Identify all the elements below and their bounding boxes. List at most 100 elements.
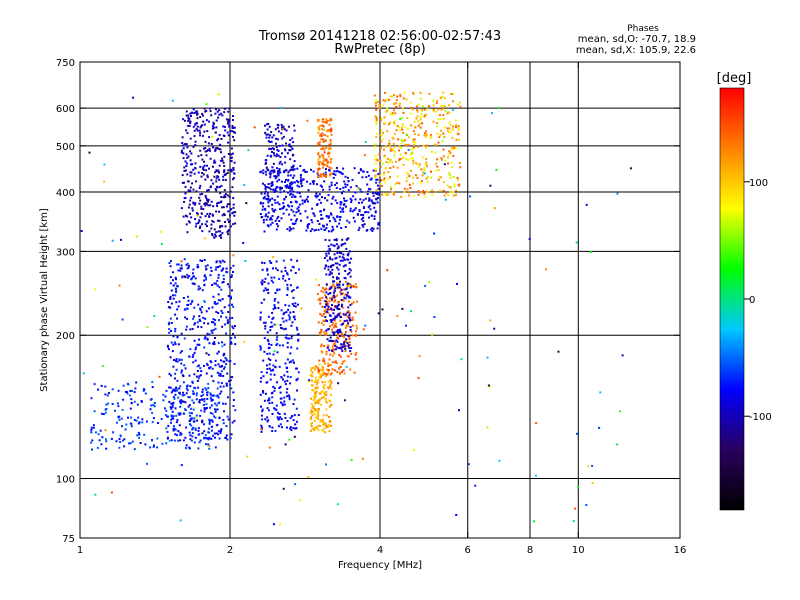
data-point: [339, 355, 342, 358]
data-point: [290, 208, 293, 211]
data-point: [293, 414, 296, 417]
data-point: [384, 167, 387, 170]
data-point: [199, 216, 202, 219]
data-point: [131, 440, 134, 443]
data-point: [291, 147, 294, 150]
data-point: [455, 514, 458, 516]
data-point: [98, 439, 101, 442]
data-point: [205, 267, 208, 270]
data-point: [201, 421, 203, 424]
data-point: [288, 398, 291, 401]
data-point: [273, 199, 276, 202]
data-point: [217, 312, 220, 314]
data-point: [159, 230, 162, 233]
data-point: [185, 392, 188, 395]
data-point: [309, 429, 312, 432]
data-point: [138, 436, 141, 439]
data-point: [328, 420, 331, 423]
data-point: [219, 374, 222, 377]
data-point: [342, 343, 345, 346]
data-point: [420, 108, 423, 111]
data-point: [354, 207, 357, 210]
data-point: [195, 122, 198, 124]
x-tick-label: 16: [674, 545, 687, 556]
data-point: [311, 228, 314, 231]
data-point: [342, 300, 345, 303]
data-point: [227, 110, 230, 113]
data-point: [384, 192, 387, 195]
data-point: [221, 341, 223, 344]
data-point: [286, 420, 289, 422]
data-point: [281, 404, 284, 407]
data-point: [192, 390, 195, 393]
data-point: [188, 420, 191, 423]
data-point: [307, 189, 310, 192]
data-point: [400, 140, 403, 142]
data-point: [276, 153, 278, 156]
data-point: [242, 242, 245, 244]
data-point: [439, 114, 441, 116]
data-point: [346, 282, 349, 285]
data-point: [326, 135, 329, 138]
data-point: [331, 324, 334, 326]
data-point: [288, 149, 291, 152]
data-point: [266, 416, 269, 419]
data-point: [175, 263, 178, 266]
data-point: [170, 414, 173, 417]
data-point: [120, 417, 123, 420]
data-point: [351, 324, 354, 327]
data-point: [328, 146, 331, 149]
data-point: [425, 146, 428, 149]
data-point: [223, 352, 226, 355]
data-point: [330, 381, 333, 384]
data-point: [196, 110, 199, 113]
data-point: [378, 174, 381, 177]
data-point: [393, 145, 396, 148]
data-point: [107, 402, 109, 405]
data-point: [189, 348, 192, 351]
data-point: [199, 374, 202, 377]
data-point: [268, 200, 271, 203]
data-point: [172, 429, 175, 432]
data-point: [350, 330, 353, 333]
data-point: [169, 297, 172, 300]
data-point: [317, 321, 320, 324]
data-point: [352, 285, 355, 287]
data-point: [345, 247, 348, 250]
data-point: [217, 147, 220, 150]
data-point: [344, 280, 347, 283]
data-point: [194, 123, 197, 126]
data-point: [172, 335, 175, 338]
data-point: [97, 388, 100, 391]
data-point: [180, 350, 183, 353]
data-point: [292, 190, 295, 193]
data-point: [291, 415, 294, 418]
data-point: [182, 391, 185, 394]
data-point: [276, 201, 279, 204]
data-point: [380, 117, 383, 120]
data-point: [134, 387, 137, 390]
data-point: [326, 328, 329, 331]
data-point: [211, 220, 214, 222]
data-point: [194, 140, 197, 143]
data-point: [182, 297, 185, 299]
data-point: [217, 430, 220, 433]
data-point: [273, 407, 275, 410]
data-point: [198, 399, 201, 401]
data-point: [224, 221, 226, 223]
data-point: [192, 188, 195, 191]
data-point: [220, 269, 223, 272]
data-point: [317, 298, 320, 301]
data-point: [359, 188, 362, 191]
data-point: [317, 131, 320, 134]
data-point: [332, 350, 335, 353]
data-point: [317, 367, 320, 370]
data-point: [184, 143, 187, 145]
data-point: [407, 159, 410, 162]
data-point: [216, 408, 219, 411]
data-point: [273, 154, 276, 157]
data-point: [214, 402, 217, 405]
data-point: [203, 346, 206, 349]
data-point: [222, 274, 225, 277]
data-point: [288, 438, 291, 441]
